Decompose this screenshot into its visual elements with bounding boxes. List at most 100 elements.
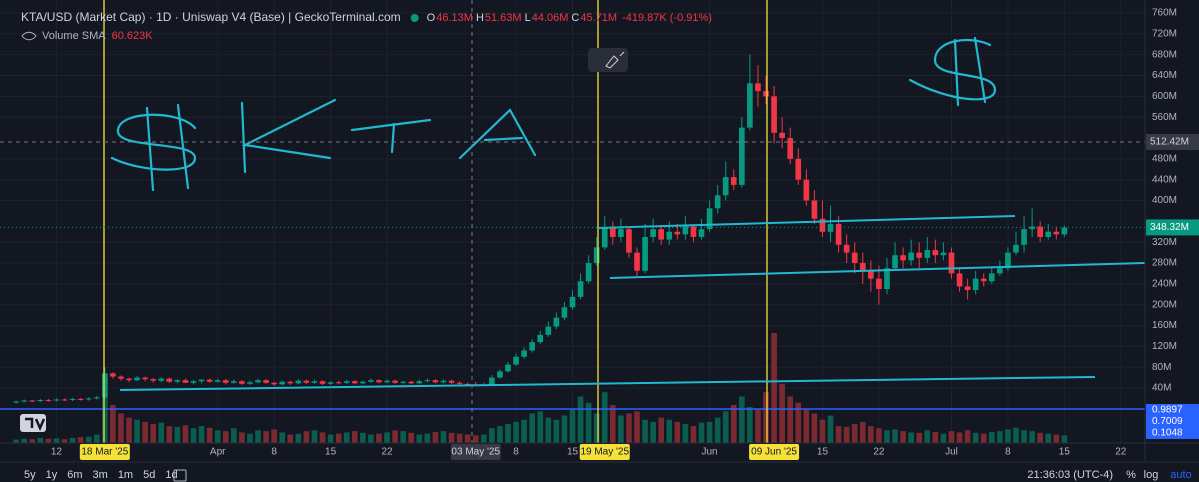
volume-bar (158, 422, 165, 443)
legend-value: 45.71M (580, 12, 617, 24)
volume-bar (722, 411, 729, 443)
eye-icon[interactable] (21, 31, 37, 41)
volume-bar (335, 433, 342, 443)
candle-body (77, 398, 84, 400)
calendar-icon[interactable] (173, 469, 187, 482)
volume-bar (940, 433, 947, 443)
volume-bar (360, 432, 366, 443)
candle-body (400, 381, 406, 383)
candle-body (1021, 229, 1027, 245)
volume-bar (327, 434, 334, 443)
volume-bar (61, 439, 68, 443)
candle-body (440, 380, 447, 383)
axes: 760M 720M 680M 640M 600M 560M 480M 440M 400M 320M… (51, 8, 1199, 460)
candle-body (118, 376, 124, 379)
volume-bar (505, 423, 511, 443)
volume-bar (827, 415, 834, 443)
volume-bar (876, 428, 882, 443)
candle-body (916, 252, 923, 258)
range-button[interactable]: 3m (93, 469, 108, 481)
volume-bar (231, 428, 237, 443)
volume-bar (489, 428, 495, 443)
scale-option[interactable]: % (1126, 469, 1136, 481)
volume-bar (771, 333, 777, 443)
scale-option[interactable]: auto (1170, 469, 1191, 481)
trend-line (597, 215, 1016, 229)
volume-bar (747, 407, 753, 443)
volume-bar (779, 383, 785, 443)
volume-bar (464, 434, 471, 443)
candle-body (755, 83, 761, 92)
candle-body (706, 208, 713, 230)
candle-body (214, 380, 221, 382)
candle-body (222, 380, 229, 383)
volume-bar (295, 433, 302, 443)
volume-bar (626, 413, 632, 443)
candle-body (376, 380, 382, 383)
volume-bar (868, 426, 874, 443)
volume-bar (787, 396, 794, 443)
legend-key: C (571, 12, 579, 24)
candle-body (658, 229, 665, 240)
range-button[interactable]: 1m (118, 469, 133, 481)
range-button[interactable]: 5y (24, 469, 36, 481)
candle-body (537, 334, 544, 343)
volume-bar (456, 433, 463, 443)
candle-body (900, 255, 906, 261)
volume-bar (190, 428, 197, 443)
floating-toolbar[interactable] (588, 48, 628, 72)
volume-bar (674, 421, 681, 443)
candle-body (714, 195, 721, 209)
candle-body (1045, 231, 1052, 237)
candle-body (335, 382, 342, 384)
y-tick-label: 160M (1152, 320, 1177, 331)
volume-bar (279, 432, 286, 443)
volume-bar (142, 421, 148, 443)
volume-bar (997, 431, 1003, 443)
volume-bar (964, 430, 971, 443)
candle-body (126, 378, 132, 381)
date-highlight-label: 03 May '25 (451, 447, 500, 458)
volume-bar (53, 438, 60, 443)
candle-body (190, 381, 197, 383)
x-tick-label: Apr (210, 447, 226, 458)
candle-body (674, 231, 681, 235)
candle-body (835, 223, 842, 245)
x-tick-label: 8 (271, 447, 277, 458)
volume-bar (134, 419, 140, 443)
volume-bar (803, 409, 810, 443)
candle-body (416, 381, 423, 384)
volume-bar (368, 434, 374, 443)
volume-bar (593, 413, 600, 443)
candle-body (102, 373, 108, 398)
scale-option[interactable]: log (1144, 469, 1159, 481)
volume-bar (319, 432, 326, 443)
candle-body (247, 382, 253, 384)
indicator-box (1146, 415, 1199, 428)
volume-bar (432, 432, 439, 443)
volume-bar (263, 431, 269, 443)
volume-bar (706, 421, 713, 443)
candle-body (489, 377, 495, 385)
volume-bar (819, 419, 826, 443)
candle-body (972, 278, 979, 291)
range-button[interactable]: 1y (46, 469, 58, 481)
candle-body (505, 364, 511, 372)
candle-body (609, 227, 616, 237)
volume-bar (85, 436, 92, 443)
volume-bar (214, 430, 221, 443)
volume-bar (497, 426, 503, 443)
range-button[interactable]: 1d (165, 469, 177, 481)
candle-body (618, 229, 624, 237)
legend-change: -419.87K (-0.91%) (622, 12, 712, 24)
candle-body (464, 383, 471, 385)
x-tick-label: Jun (702, 447, 718, 458)
y-tick-label: 200M (1152, 299, 1177, 310)
candle-body (1037, 226, 1043, 237)
range-button[interactable]: 6m (67, 469, 82, 481)
candle-body (343, 381, 350, 383)
volume-bar (545, 417, 552, 443)
range-button[interactable]: 5d (143, 469, 155, 481)
candle-body (650, 229, 656, 237)
candle-body (682, 226, 689, 235)
